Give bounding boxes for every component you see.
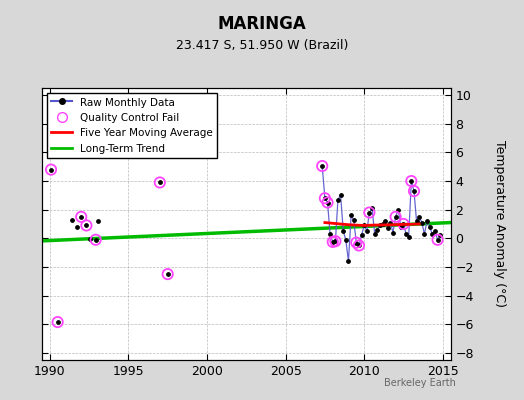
Point xyxy=(407,178,416,184)
Point xyxy=(331,238,340,244)
Point xyxy=(347,212,355,219)
Point xyxy=(423,218,431,224)
Point xyxy=(321,195,329,202)
Point xyxy=(433,236,442,243)
Point xyxy=(47,166,55,173)
Point xyxy=(344,258,353,264)
Point xyxy=(94,218,102,224)
Point xyxy=(47,166,55,173)
Point xyxy=(77,214,85,220)
Point xyxy=(376,222,384,229)
Point xyxy=(394,206,402,213)
Point xyxy=(363,228,371,234)
Point xyxy=(73,224,81,230)
Point xyxy=(368,205,376,212)
Point xyxy=(402,231,410,237)
Point xyxy=(415,214,423,220)
Point xyxy=(357,232,366,239)
Point xyxy=(412,218,421,224)
Point xyxy=(431,228,439,234)
Point xyxy=(336,192,345,198)
Point xyxy=(163,271,172,277)
Text: Berkeley Earth: Berkeley Earth xyxy=(384,378,456,388)
Point xyxy=(355,242,363,249)
Point xyxy=(365,209,374,216)
Point xyxy=(329,239,337,245)
Point xyxy=(436,232,444,239)
Point xyxy=(334,196,342,203)
Point xyxy=(321,195,329,202)
Point xyxy=(323,199,332,206)
Point xyxy=(428,231,436,237)
Point xyxy=(92,236,100,243)
Point xyxy=(318,163,326,169)
Point xyxy=(410,188,418,194)
Point xyxy=(82,222,91,229)
Point xyxy=(405,234,413,240)
Text: 23.417 S, 51.950 W (Brazil): 23.417 S, 51.950 W (Brazil) xyxy=(176,40,348,52)
Point xyxy=(350,216,358,223)
Point xyxy=(373,226,381,233)
Point xyxy=(342,236,350,243)
Point xyxy=(156,179,164,186)
Point xyxy=(381,218,389,224)
Point xyxy=(329,239,337,245)
Point xyxy=(156,179,164,186)
Point xyxy=(86,236,94,242)
Point xyxy=(318,163,326,169)
Point xyxy=(378,221,387,227)
Point xyxy=(384,225,392,232)
Point xyxy=(360,222,368,229)
Point xyxy=(355,242,363,249)
Point xyxy=(418,219,426,226)
Point xyxy=(420,231,429,237)
Point xyxy=(391,214,400,220)
Point xyxy=(389,229,397,236)
Point xyxy=(339,228,347,234)
Point xyxy=(391,214,400,220)
Point xyxy=(53,319,62,325)
Point xyxy=(399,221,408,227)
Legend: Raw Monthly Data, Quality Control Fail, Five Year Moving Average, Long-Term Tren: Raw Monthly Data, Quality Control Fail, … xyxy=(47,93,217,158)
Point xyxy=(386,219,395,226)
Point xyxy=(365,209,374,216)
Point xyxy=(352,240,361,246)
Point xyxy=(68,216,76,223)
Text: MARINGA: MARINGA xyxy=(217,15,307,33)
Point xyxy=(370,231,379,237)
Point xyxy=(82,222,91,229)
Point xyxy=(77,214,85,220)
Point xyxy=(410,188,418,194)
Point xyxy=(323,199,332,206)
Point xyxy=(433,236,442,243)
Point xyxy=(397,224,405,230)
Point xyxy=(326,231,334,237)
Point xyxy=(53,319,62,325)
Point xyxy=(92,236,100,243)
Y-axis label: Temperature Anomaly (°C): Temperature Anomaly (°C) xyxy=(494,140,506,308)
Point xyxy=(331,238,340,244)
Point xyxy=(352,240,361,246)
Point xyxy=(425,224,434,230)
Point xyxy=(407,178,416,184)
Point xyxy=(163,271,172,277)
Point xyxy=(399,221,408,227)
